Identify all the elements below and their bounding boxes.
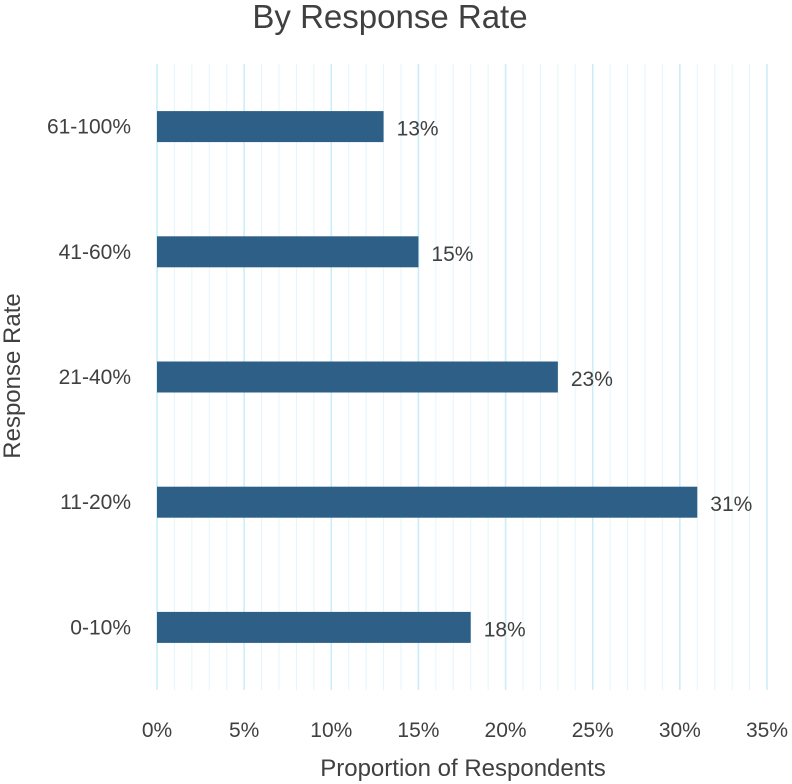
bar: [157, 611, 471, 643]
bars: [157, 111, 698, 643]
data-labels: 13% 15% 23% 31% 18%: [397, 118, 753, 642]
x-tick-label: 10%: [310, 719, 352, 742]
y-axis-title: Response Rate: [0, 293, 26, 458]
x-tick-label: 35%: [746, 719, 788, 742]
x-axis-title: Proportion of Respondents: [320, 755, 606, 782]
bar: [157, 486, 698, 518]
bar: [157, 361, 558, 393]
y-tick-label: 11-20%: [60, 491, 131, 514]
x-tick-labels: 0% 5% 10% 15% 20% 25% 30% 35%: [142, 719, 788, 742]
x-tick-label: 0%: [142, 719, 172, 742]
y-tick-label: 41-60%: [59, 241, 131, 264]
y-tick-label: 61-100%: [47, 116, 131, 139]
chart-title: By Response Rate: [252, 0, 527, 35]
data-label: 15%: [431, 243, 473, 266]
x-tick-label: 25%: [572, 719, 614, 742]
bar: [157, 111, 384, 143]
x-tick-label: 5%: [229, 719, 259, 742]
data-label: 13%: [397, 118, 439, 141]
data-label: 31%: [710, 493, 752, 516]
y-tick-label: 0-10%: [70, 616, 131, 639]
bar: [157, 236, 419, 268]
y-tick-label: 21-40%: [59, 366, 131, 389]
x-tick-label: 20%: [485, 719, 527, 742]
data-label: 23%: [571, 368, 613, 391]
x-tick-label: 15%: [397, 719, 439, 742]
y-tick-labels: 61-100% 41-60% 21-40% 11-20% 0-10%: [47, 116, 131, 640]
data-label: 18%: [484, 618, 526, 641]
x-tick-label: 30%: [659, 719, 701, 742]
